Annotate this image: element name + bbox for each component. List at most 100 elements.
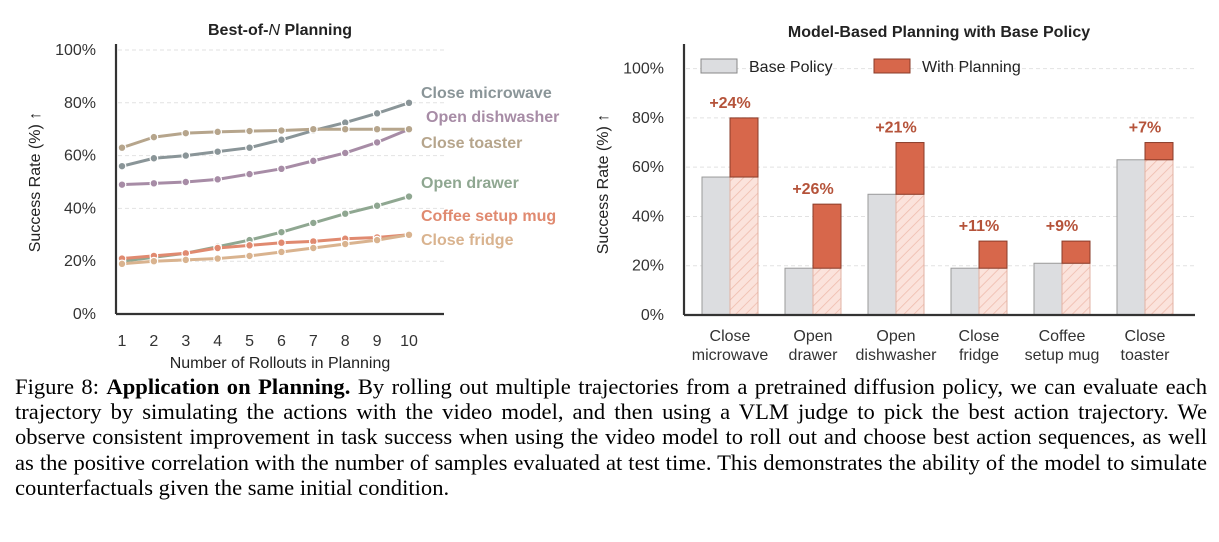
y-tick-label: 80% <box>632 110 664 127</box>
series-point <box>404 230 414 240</box>
bar-chart-annotations: +24% +26% +21% +11% +9% +7% <box>709 95 1161 235</box>
series-point <box>308 243 318 253</box>
bar-with-planning <box>1061 240 1091 264</box>
bar-chart-title: Model-Based Planning with Base Policy <box>788 24 1090 41</box>
series-point <box>404 124 414 134</box>
series-point <box>340 124 350 134</box>
category-label: toaster <box>1121 347 1171 364</box>
series-point <box>277 164 286 174</box>
x-tick-label: 3 <box>181 333 190 350</box>
series-point <box>181 255 191 265</box>
line-chart-x-label: Number of Rollouts in Planning <box>170 355 391 372</box>
x-tick-label: 9 <box>373 333 382 350</box>
caption-body: By rolling out multiple trajectories fro… <box>15 374 1208 500</box>
y-tick-label: 60% <box>64 148 96 165</box>
series-point <box>277 227 286 237</box>
x-tick-label: 6 <box>277 333 286 350</box>
series-point <box>117 259 127 269</box>
series-point <box>404 192 414 201</box>
series-line <box>121 195 410 263</box>
line-chart-x-ticks: 1 2 3 4 5 6 7 8 9 10 <box>118 333 418 350</box>
series-point <box>340 209 350 219</box>
x-tick-label: 10 <box>400 333 418 350</box>
series-point <box>245 251 254 261</box>
line-chart: Best-of-N Planning 0% 20% 40% 60% 80% 100% 1 2… <box>27 22 559 372</box>
category-label: setup mug <box>1025 347 1100 364</box>
series-label: Open drawer <box>421 175 519 192</box>
series-point <box>372 137 382 147</box>
x-tick-label: 5 <box>245 333 254 350</box>
caption-figure-label: Figure 8: <box>15 374 99 399</box>
series-label: Close microwave <box>421 85 552 102</box>
bar-with-planning-base <box>812 267 842 316</box>
bar-with-planning <box>895 142 925 195</box>
series-point <box>372 201 382 211</box>
series-point <box>213 254 223 263</box>
series-label: Open dishwasher <box>426 109 559 126</box>
line-chart-series <box>117 98 414 269</box>
bar-with-planning <box>812 203 842 269</box>
series-line <box>121 127 409 150</box>
y-tick-label: 100% <box>623 61 664 78</box>
series-point <box>213 127 223 137</box>
series-point <box>213 174 223 184</box>
series-point <box>117 161 127 171</box>
series-line <box>121 127 410 187</box>
category-label: Open <box>793 328 832 345</box>
caption-title: Application on Planning. <box>106 374 351 399</box>
bar-chart-grid <box>686 68 1195 267</box>
y-tick-label: 60% <box>632 159 664 176</box>
y-tick-label: 0% <box>641 307 664 324</box>
improvement-label: +9% <box>1046 218 1078 235</box>
series-point <box>213 243 223 253</box>
series-point <box>117 143 127 153</box>
bar-base-policy <box>701 176 731 316</box>
bar-base-policy <box>1116 159 1146 316</box>
bar-chart-y-label: Success Rate (%) ↑ <box>595 114 612 254</box>
bar-with-planning <box>729 117 759 178</box>
line-chart-y-ticks: 0% 20% 40% 60% 80% 100% <box>55 42 96 323</box>
x-tick-label: 4 <box>213 333 222 350</box>
category-label: Close <box>710 328 751 345</box>
series-point <box>245 143 254 153</box>
line-chart-series-labels: Close microwave Open dishwasher Close toas… <box>421 85 559 249</box>
category-label: dishwasher <box>856 347 938 364</box>
series-point <box>149 256 159 266</box>
bar-with-planning <box>978 240 1008 269</box>
series-point <box>372 108 382 118</box>
series-point <box>308 156 318 166</box>
series-point <box>372 235 382 245</box>
series-label: Close fridge <box>421 232 514 249</box>
line-chart-grid <box>118 49 444 262</box>
line-chart-y-label: Success Rate (%) ↑ <box>27 112 44 252</box>
series-label: Coffee setup mug <box>421 208 556 225</box>
improvement-label: +24% <box>709 95 750 112</box>
series-point <box>308 218 318 228</box>
bar-chart-bars <box>701 117 1174 316</box>
bar-chart: Model-Based Planning with Base Policy 0%… <box>595 24 1195 364</box>
series-point <box>404 98 414 108</box>
y-tick-label: 80% <box>64 95 96 112</box>
bar-with-planning-base <box>895 193 925 316</box>
line-chart-title: Best-of-N Planning <box>208 22 352 39</box>
category-label: drawer <box>789 347 839 364</box>
category-label: Open <box>876 328 915 345</box>
x-tick-label: 2 <box>149 333 158 350</box>
series-line <box>121 101 410 168</box>
series-point <box>277 126 286 135</box>
bar-chart-legend: Base Policy With Planning <box>700 58 1021 76</box>
improvement-label: +21% <box>875 120 916 137</box>
y-tick-label: 40% <box>632 208 664 225</box>
y-tick-label: 0% <box>73 306 96 323</box>
bar-base-policy <box>1033 262 1063 316</box>
x-tick-label: 7 <box>309 333 318 350</box>
category-label: Coffee <box>1039 328 1086 345</box>
series-point <box>149 153 159 163</box>
bar-base-policy <box>867 193 897 316</box>
series-line <box>121 233 410 261</box>
x-tick-label: 1 <box>118 333 127 350</box>
category-label: microwave <box>692 347 769 364</box>
series-point <box>117 180 127 190</box>
series-point <box>245 240 254 250</box>
bar-with-planning-base <box>1061 262 1091 316</box>
